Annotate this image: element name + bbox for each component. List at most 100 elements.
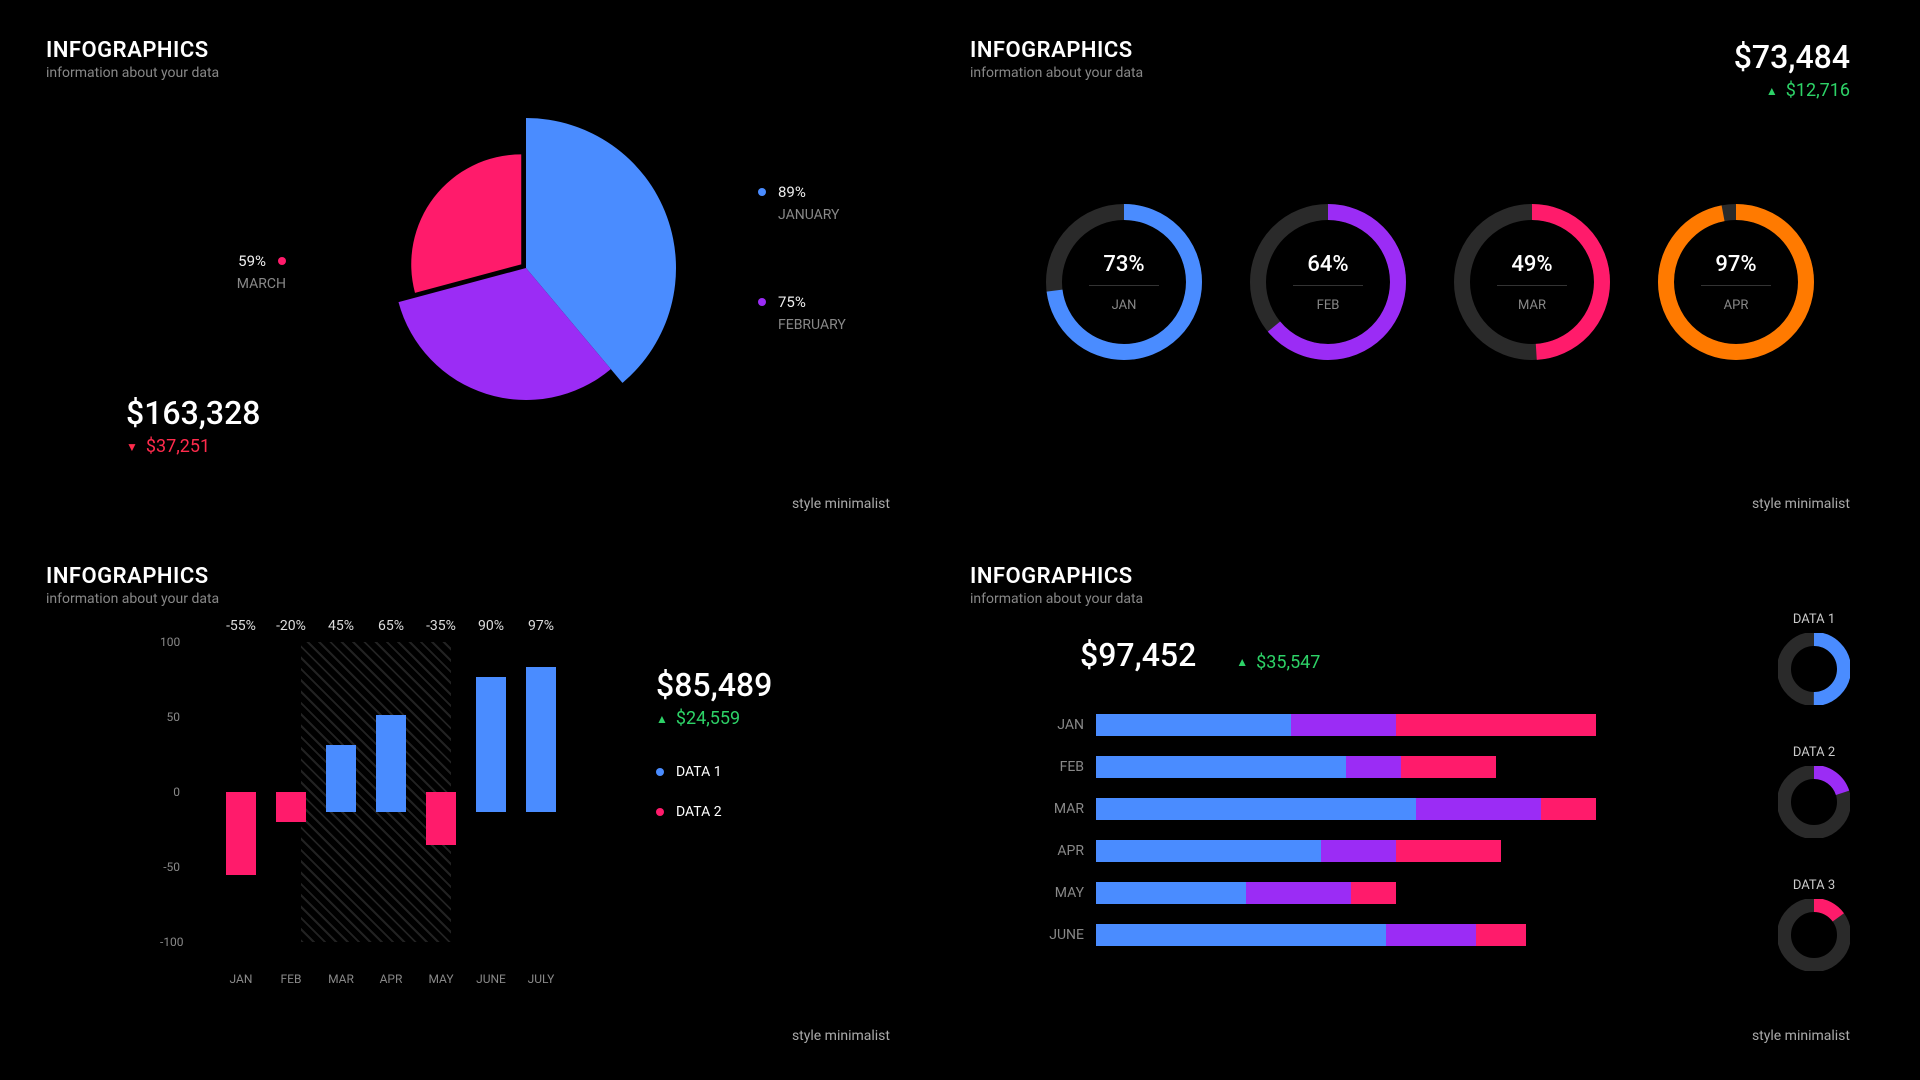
bar <box>326 745 356 813</box>
metric-delta: ▲ $24,559 <box>656 708 772 729</box>
segment <box>1291 714 1396 736</box>
panel-metric: $163,328 ▼ $37,251 <box>126 394 260 457</box>
legend-item: DATA 1 <box>656 764 722 780</box>
mini-pie: DATA 1 <box>1778 612 1850 705</box>
metric-value: $73,484 <box>1734 38 1850 76</box>
y-tick: -50 <box>160 860 180 874</box>
bar-pct: 45% <box>316 618 366 634</box>
y-tick: 100 <box>160 635 180 649</box>
bar <box>476 677 506 812</box>
panel-subtitle: information about your data <box>46 591 930 607</box>
segment <box>1416 798 1541 820</box>
mini-label: DATA 2 <box>1778 745 1850 760</box>
row-label: MAR <box>1030 801 1084 817</box>
donut: 97% APR <box>1652 198 1820 366</box>
metric-delta: ▼ $37,251 <box>126 436 260 457</box>
style-tag: style minimalist <box>1752 496 1850 512</box>
panel-bars: INFOGRAPHICS information about your data… <box>46 564 930 1044</box>
legend-label: MARCH <box>156 276 286 292</box>
panel-pie: INFOGRAPHICS information about your data… <box>46 38 930 508</box>
mini-pie: DATA 2 <box>1778 745 1850 838</box>
stacked-row: JAN <box>1030 704 1610 746</box>
bar-pct: 90% <box>466 618 516 634</box>
row-label: MAY <box>1030 885 1084 901</box>
donut: 49% MAR <box>1448 198 1616 366</box>
segment <box>1096 714 1291 736</box>
y-tick: 50 <box>160 710 180 724</box>
row-label: JAN <box>1030 717 1084 733</box>
bar-pct: 97% <box>516 618 566 634</box>
metric-value: $97,452 <box>1080 636 1196 674</box>
donut-label: MAR <box>1518 298 1546 313</box>
arrow-up-icon: ▲ <box>1236 655 1248 669</box>
segment <box>1321 840 1396 862</box>
legend-label: JANUARY <box>778 207 846 223</box>
panel-title: INFOGRAPHICS <box>46 564 930 589</box>
panel-title: INFOGRAPHICS <box>46 38 930 63</box>
bar-pct: 65% <box>366 618 416 634</box>
legend-pct: 75% <box>778 293 806 311</box>
x-tick: FEB <box>271 972 311 986</box>
donut-row: 73% JAN 64% FEB 49% MAR 97% APR <box>1040 198 1820 366</box>
donut-pct: 64% <box>1293 252 1362 286</box>
arrow-down-icon: ▼ <box>126 440 138 454</box>
pie-slice <box>411 154 521 292</box>
panel-stacked: INFOGRAPHICS information about your data… <box>970 564 1890 1044</box>
segment <box>1351 882 1396 904</box>
stacked-rows: JAN FEB MAR APR MAY JUNE <box>1030 704 1610 956</box>
segment <box>1096 840 1321 862</box>
pie-legend-left: 59% MARCH <box>156 252 286 292</box>
row-label: JUNE <box>1030 927 1084 943</box>
x-tick: MAR <box>321 972 361 986</box>
y-tick: -100 <box>160 935 180 949</box>
segment <box>1386 924 1476 946</box>
stacked-row: MAY <box>1030 872 1610 914</box>
panel-metric: $73,484 ▲ $12,716 <box>1734 38 1850 101</box>
donut-pct: 49% <box>1497 252 1566 286</box>
legend-label: FEBRUARY <box>778 317 846 333</box>
row-label: FEB <box>1030 759 1084 775</box>
x-tick: JUNE <box>471 972 511 986</box>
segment <box>1396 840 1501 862</box>
bar-pct: -20% <box>266 618 316 634</box>
bar <box>526 667 556 813</box>
bar <box>426 792 456 845</box>
panel-title: INFOGRAPHICS <box>970 564 1890 589</box>
y-tick: 0 <box>160 785 180 799</box>
mini-label: DATA 3 <box>1778 878 1850 893</box>
panel-donuts: INFOGRAPHICS information about your data… <box>970 38 1890 508</box>
donut-pct: 97% <box>1701 252 1770 286</box>
x-tick: JAN <box>221 972 261 986</box>
donut: 73% JAN <box>1040 198 1208 366</box>
arrow-up-icon: ▲ <box>656 712 668 726</box>
legend-pct: 89% <box>778 183 806 201</box>
bar <box>276 792 306 822</box>
row-label: APR <box>1030 843 1084 859</box>
style-tag: style minimalist <box>792 1028 890 1044</box>
bar-pct: -55% <box>216 618 266 634</box>
bar-chart: 100500-50-100JAN-55%FEB-20%MAR45%APR65%M… <box>186 642 616 962</box>
pie-legend-right: 89% JANUARY 75% FEBRUARY <box>758 183 846 403</box>
stacked-row: JUNE <box>1030 914 1610 956</box>
donut-pct: 73% <box>1089 252 1158 286</box>
legend: DATA 1DATA 2 <box>656 764 722 844</box>
donut-label: FEB <box>1317 298 1340 313</box>
donut: 64% FEB <box>1244 198 1412 366</box>
x-tick: JULY <box>521 972 561 986</box>
segment <box>1401 756 1496 778</box>
segment <box>1346 756 1401 778</box>
bar-pct: -35% <box>416 618 466 634</box>
segment <box>1096 798 1416 820</box>
metric-value: $163,328 <box>126 394 260 432</box>
donut-label: APR <box>1724 298 1749 313</box>
segment <box>1541 798 1596 820</box>
metric-value: $85,489 <box>656 666 772 704</box>
segment <box>1096 882 1246 904</box>
stacked-row: FEB <box>1030 746 1610 788</box>
metric-delta: ▲ $12,716 <box>1734 80 1850 101</box>
stacked-row: APR <box>1030 830 1610 872</box>
panel-metric: $97,452 ▲ $35,547 <box>1080 636 1320 674</box>
panel-subtitle: information about your data <box>970 591 1890 607</box>
panel-subtitle: information about your data <box>46 65 930 81</box>
segment <box>1246 882 1351 904</box>
